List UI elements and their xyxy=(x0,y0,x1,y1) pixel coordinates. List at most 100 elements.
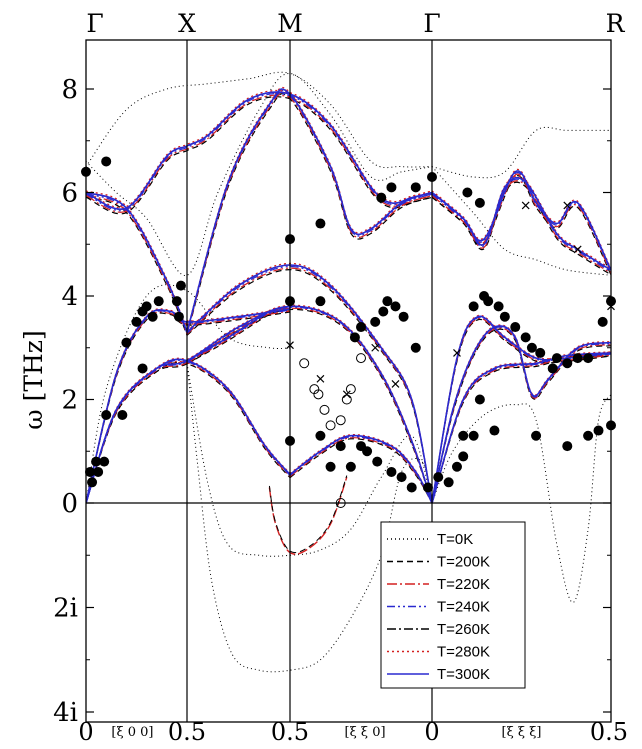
exp-point-cross xyxy=(316,374,325,383)
legend-entry: T=220K xyxy=(387,576,490,593)
t300-branch-1 xyxy=(86,305,433,504)
exp-point-filled xyxy=(153,296,164,307)
exp-point-filled xyxy=(121,337,132,348)
symmetry-point-label: M xyxy=(277,9,303,38)
exp-point-filled xyxy=(147,311,158,322)
t240-branch-6 xyxy=(86,93,433,212)
t300-branch-3 xyxy=(289,434,433,504)
exp-point-filled xyxy=(410,182,421,193)
exp-point-filled xyxy=(433,472,444,483)
symmetry-point-label: X xyxy=(178,9,196,38)
t260-branch-2 xyxy=(86,308,291,504)
t200-branch-11 xyxy=(431,175,611,276)
exp-point-filled xyxy=(101,156,112,167)
legend-box xyxy=(380,521,526,689)
exp-point-filled xyxy=(370,316,381,327)
legend-label: T=200K xyxy=(437,554,490,571)
t260-branch-6 xyxy=(86,91,433,210)
exp-point-filled xyxy=(406,482,417,493)
exp-point-filled xyxy=(520,332,531,343)
legend-entry: T=200K xyxy=(387,554,490,571)
plot-border xyxy=(85,39,612,723)
exp-point-filled xyxy=(315,296,326,307)
legend-label: T=260K xyxy=(437,621,490,638)
exp-point-filled xyxy=(382,296,393,307)
exp-point-filled xyxy=(462,187,473,198)
t300-branch-13 xyxy=(186,305,291,362)
exp-point-open xyxy=(335,415,346,426)
t220-branch-9 xyxy=(431,354,611,504)
exp-point-filled xyxy=(396,472,407,483)
t220-branch-3 xyxy=(289,437,433,504)
t300-branch-2 xyxy=(86,308,291,504)
exp-point-filled xyxy=(583,353,594,364)
t240-branch-1 xyxy=(86,306,433,504)
y-axis-label: ω [THz] xyxy=(19,330,48,430)
imaginary-branch-b xyxy=(268,475,348,554)
exp-point-filled xyxy=(141,301,152,312)
t0-branch-5 xyxy=(431,126,611,179)
y-tick-label: 6 xyxy=(61,179,78,209)
exp-point-filled xyxy=(562,441,573,452)
exp-point-filled xyxy=(531,430,542,441)
x-axis-ticks: 0 0.5 0.5 0 0.5 xyxy=(78,718,628,746)
t220-branch-0 xyxy=(86,360,291,504)
t200-branch-6 xyxy=(86,96,433,215)
t200-branch-2 xyxy=(86,311,291,504)
t240-branch-13 xyxy=(186,306,291,363)
t200-branch-1 xyxy=(86,308,433,504)
exp-point-filled xyxy=(386,466,397,477)
t240-branch-0 xyxy=(86,359,291,504)
t300-branch-4 xyxy=(86,191,188,333)
y-tick-label: 4i xyxy=(53,698,78,728)
direction-label: [ξ ξ ξ] xyxy=(502,725,542,740)
exp-point-filled xyxy=(572,353,583,364)
exp-point-filled xyxy=(474,394,485,405)
exp-point-filled xyxy=(315,218,326,229)
exp-point-filled xyxy=(87,477,98,488)
legend-entry: T=260K xyxy=(387,621,490,638)
t280-branch-5 xyxy=(186,262,433,504)
exp-point-filled xyxy=(131,316,142,327)
t280-branch-12 xyxy=(431,175,611,270)
exp-point-filled xyxy=(551,353,562,364)
exp-point-filled xyxy=(422,482,433,493)
x-tick-label: 0.5 xyxy=(271,718,309,746)
t260-branch-0 xyxy=(86,358,291,504)
t200-branch-3 xyxy=(289,438,433,504)
exp-point-open xyxy=(299,358,310,369)
exp-point-filled xyxy=(597,316,608,327)
exp-point-filled xyxy=(510,322,521,333)
exp-point-cross xyxy=(371,343,380,352)
t240-branch-2 xyxy=(86,309,291,504)
exp-point-filled xyxy=(499,311,510,322)
y-tick-label: 4 xyxy=(61,282,78,312)
exp-point-filled xyxy=(410,342,421,353)
exp-point-filled xyxy=(345,461,356,472)
exp-point-filled xyxy=(91,456,102,467)
legend-label: T=0K xyxy=(437,531,473,548)
exp-point-open xyxy=(345,384,356,395)
exp-point-filled xyxy=(458,430,469,441)
x-tick-label: 0 xyxy=(78,718,93,746)
exp-point-filled xyxy=(378,306,389,317)
legend: T=0K T=200K T=220K T=240K T=260K T=280K T=300K xyxy=(380,521,526,689)
exp-point-filled xyxy=(398,311,409,322)
t0-branch-7 xyxy=(431,166,611,276)
t300-branch-8 xyxy=(431,315,611,504)
exp-point-filled xyxy=(547,363,558,374)
exp-point-filled xyxy=(474,197,485,208)
t220-branch-12 xyxy=(431,180,611,274)
exp-point-filled xyxy=(489,425,500,436)
exp-point-cross xyxy=(563,201,572,210)
exp-point-filled xyxy=(175,280,186,291)
exp-point-cross xyxy=(453,349,461,357)
t280-branch-1 xyxy=(86,304,433,504)
exp-point-filled xyxy=(526,342,537,353)
y-tick-label: 2i xyxy=(53,594,78,624)
dispersion-curves xyxy=(86,71,611,673)
t240-branch-9 xyxy=(431,353,611,504)
exp-point-filled xyxy=(535,347,546,358)
t300-branch-6 xyxy=(86,91,433,210)
